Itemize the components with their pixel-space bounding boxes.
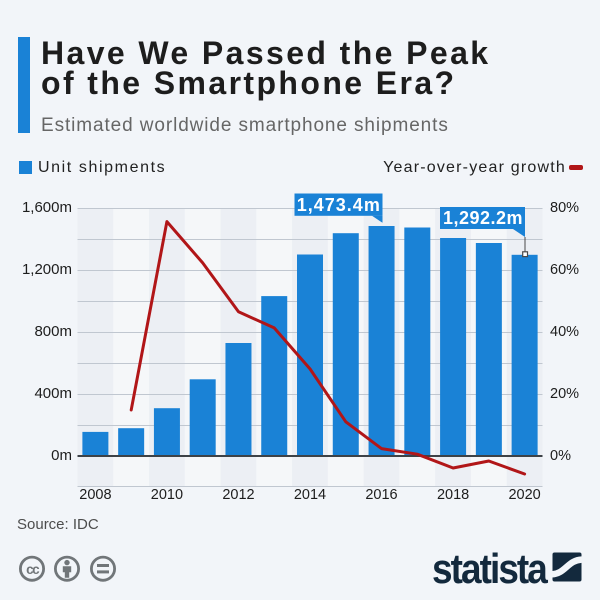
svg-text:800m: 800m bbox=[34, 323, 72, 340]
svg-text:1,600m: 1,600m bbox=[22, 199, 72, 216]
svg-text:60%: 60% bbox=[550, 262, 579, 278]
svg-text:80%: 80% bbox=[550, 200, 579, 216]
svg-text:400m: 400m bbox=[34, 385, 72, 402]
svg-text:2014: 2014 bbox=[294, 487, 326, 503]
svg-text:2020: 2020 bbox=[508, 487, 540, 503]
svg-text:2016: 2016 bbox=[365, 487, 397, 503]
svg-text:2010: 2010 bbox=[151, 487, 183, 503]
svg-text:1,200m: 1,200m bbox=[22, 261, 72, 278]
svg-text:cc: cc bbox=[26, 562, 40, 577]
svg-text:1,292.2m: 1,292.2m bbox=[443, 208, 523, 228]
svg-text:40%: 40% bbox=[550, 324, 579, 340]
svg-text:20%: 20% bbox=[550, 386, 579, 402]
svg-text:0%: 0% bbox=[550, 448, 571, 464]
svg-text:1,473.4m: 1,473.4m bbox=[297, 195, 381, 215]
svg-text:0m: 0m bbox=[51, 447, 72, 464]
svg-text:2012: 2012 bbox=[222, 487, 254, 503]
svg-text:2008: 2008 bbox=[79, 487, 111, 503]
svg-text:2018: 2018 bbox=[437, 487, 469, 503]
